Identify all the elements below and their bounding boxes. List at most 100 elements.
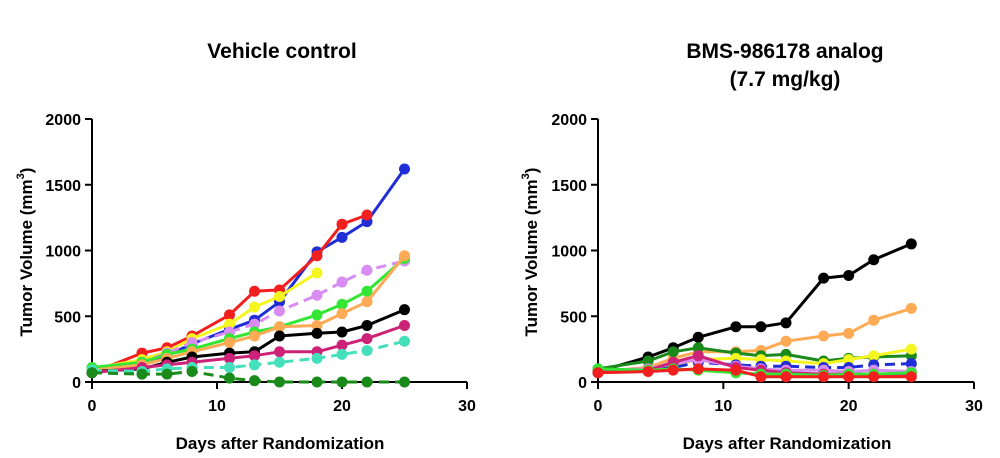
data-point: [249, 359, 260, 371]
y-axis-label-main: Tumor Volume (mm: [17, 179, 36, 336]
data-point: [311, 376, 323, 388]
data-point: [311, 352, 323, 364]
data-point: [780, 371, 792, 383]
data-point: [361, 376, 373, 388]
data-point: [361, 209, 373, 221]
data-point: [868, 314, 880, 326]
y-axis-label-close: ): [17, 168, 36, 174]
data-point: [224, 337, 235, 349]
data-point: [780, 317, 792, 329]
data-point: [224, 362, 235, 374]
y-tick-label: 2000: [45, 112, 81, 129]
data-point: [311, 267, 323, 279]
y-tick-label: 1500: [551, 178, 587, 195]
data-point: [336, 218, 348, 230]
data-point: [642, 355, 654, 367]
data-point: [399, 163, 410, 175]
x-axis-label: Days after Randomization: [683, 434, 892, 453]
data-point: [592, 367, 604, 379]
data-point: [692, 331, 704, 343]
data-point: [667, 346, 679, 358]
data-point: [868, 371, 880, 383]
series-line-2: [91, 213, 368, 375]
data-point: [274, 291, 285, 303]
y-axis-label-superscript: 3: [520, 173, 532, 179]
data-point: [361, 319, 373, 331]
data-point: [755, 321, 767, 333]
data-point: [311, 250, 323, 262]
y-tick-label: 2000: [551, 112, 587, 129]
y-tick-label: 1000: [551, 244, 587, 261]
data-point: [868, 254, 880, 266]
data-point: [249, 330, 260, 342]
data-point: [249, 375, 260, 387]
data-point: [868, 350, 880, 362]
data-point: [249, 318, 260, 330]
data-point: [692, 350, 704, 362]
data-point: [361, 296, 373, 308]
y-axis-label: Tumor Volume (mm3): [15, 168, 36, 337]
data-point: [667, 364, 679, 376]
data-point: [86, 367, 98, 379]
data-point: [642, 365, 654, 377]
data-point: [843, 269, 855, 281]
data-point: [336, 298, 348, 310]
data-point: [843, 327, 855, 339]
data-point: [905, 343, 917, 355]
data-point: [692, 342, 704, 354]
y-tick-label: 1500: [45, 178, 81, 195]
data-point: [274, 356, 285, 368]
data-point: [136, 368, 148, 380]
x-tick-label: 30: [458, 398, 476, 415]
x-tick-label: 10: [208, 398, 226, 415]
data-point: [755, 371, 767, 383]
data-point: [274, 305, 285, 317]
data-point: [818, 371, 830, 383]
x-tick-label: 30: [965, 398, 983, 415]
data-point: [905, 371, 917, 383]
y-axis-label-main: Tumor Volume (mm: [522, 179, 541, 336]
data-point: [336, 308, 348, 320]
y-tick-label: 1000: [45, 244, 81, 261]
data-point: [249, 301, 260, 313]
data-point: [336, 348, 348, 360]
data-point: [818, 330, 830, 342]
data-point: [224, 372, 235, 384]
data-point: [311, 289, 323, 301]
data-point: [224, 352, 235, 364]
axis-ticks: 0 500 1000 1500 2000 0 10 20 30: [45, 112, 476, 415]
data-point: [843, 371, 855, 383]
data-point: [361, 333, 373, 345]
x-tick-label: 20: [333, 398, 351, 415]
x-axis-label: Days after Randomization: [176, 434, 385, 453]
y-tick-label: 0: [72, 375, 81, 392]
x-tick-label: 10: [714, 398, 732, 415]
data-point: [399, 335, 410, 347]
x-tick-label: 20: [840, 398, 858, 415]
data-point: [161, 368, 173, 380]
data-point: [311, 319, 323, 331]
data-point: [249, 350, 260, 362]
y-axis-label-superscript: 3: [15, 173, 27, 179]
axis-ticks: 0 500 1000 1500 2000 0 10 20 30: [551, 112, 983, 415]
data-point: [311, 327, 323, 339]
chart-title: BMS-986178 analog: [686, 40, 883, 63]
data-point: [843, 354, 855, 366]
chart-subtitle: (7.7 mg/kg): [730, 68, 841, 91]
data-point: [818, 272, 830, 284]
data-point: [186, 365, 198, 377]
y-axis-label: Tumor Volume (mm3): [520, 168, 541, 337]
data-point: [274, 346, 285, 358]
data-point: [361, 344, 373, 356]
data-point: [730, 364, 742, 376]
data-point: [336, 276, 348, 288]
data-point: [905, 358, 917, 370]
data-point: [336, 339, 348, 351]
data-point: [399, 304, 410, 316]
chart-panel-bms: BMS-986178 analog (7.7 mg/kg) Tumor Volu…: [520, 40, 983, 453]
data-point: [274, 321, 285, 333]
series-group: [592, 238, 917, 383]
data-point: [311, 309, 323, 321]
data-point: [399, 250, 410, 262]
